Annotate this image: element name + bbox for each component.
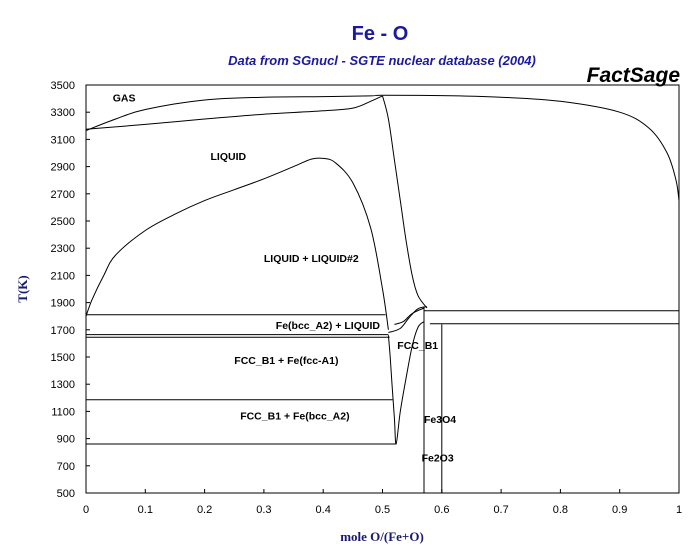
phase-boundary-7 bbox=[387, 321, 425, 445]
region-label: LIQUID bbox=[211, 151, 247, 163]
region-label: FCC_B1 + Fe(bcc_A2) bbox=[240, 411, 349, 423]
x-tick-label: 0.4 bbox=[316, 504, 331, 516]
chart-title: Fe - O bbox=[352, 23, 409, 45]
x-tick-label: 0.3 bbox=[256, 504, 271, 516]
axis-ticks: 0 0.1 0.2 0.3 0.4 0.5 0.6 0.7 0.8 0.9 150070090011… bbox=[51, 80, 683, 516]
x-tick-label: 0 bbox=[83, 504, 89, 516]
chart-subtitle: Data from SGnucl - SGTE nuclear database… bbox=[228, 53, 536, 68]
y-tick-label: 2300 bbox=[51, 243, 75, 255]
y-tick-label: 3300 bbox=[51, 107, 75, 119]
x-tick-label: 0.7 bbox=[493, 504, 508, 516]
y-tick-label: 3500 bbox=[51, 80, 75, 92]
phase-boundary-5 bbox=[388, 306, 428, 333]
y-tick-label: 1100 bbox=[51, 406, 75, 418]
y-tick-label: 1300 bbox=[51, 379, 75, 391]
y-tick-label: 2500 bbox=[51, 216, 75, 228]
region-label: Fe2O3 bbox=[422, 453, 454, 465]
region-label: FCC_B1 + Fe(fcc-A1) bbox=[234, 355, 338, 367]
x-tick-label: 1 bbox=[676, 504, 682, 516]
y-axis-title: T(K) bbox=[15, 275, 30, 302]
region-label: FCC_B1 bbox=[397, 340, 438, 352]
y-tick-label: 2700 bbox=[51, 189, 75, 201]
y-tick-label: 2100 bbox=[51, 270, 75, 282]
x-tick-label: 0.5 bbox=[375, 504, 390, 516]
y-tick-label: 1700 bbox=[51, 325, 75, 337]
y-tick-label: 1900 bbox=[51, 298, 75, 310]
region-label: GAS bbox=[113, 92, 136, 104]
phase-boundary-3 bbox=[382, 95, 428, 309]
x-tick-label: 0.9 bbox=[612, 504, 627, 516]
y-tick-label: 900 bbox=[57, 434, 75, 446]
phase-boundary-4 bbox=[85, 157, 389, 330]
factsage-brand: FactSage bbox=[587, 64, 681, 87]
phase-boundary-1 bbox=[85, 95, 383, 130]
plot-frame bbox=[85, 84, 680, 494]
region-label: LIQUID + LIQUID#2 bbox=[264, 253, 359, 265]
x-tick-label: 0.6 bbox=[434, 504, 449, 516]
y-tick-label: 2900 bbox=[51, 162, 75, 174]
y-tick-label: 3100 bbox=[51, 134, 75, 146]
x-axis-title: mole O/(Fe+O) bbox=[340, 529, 424, 544]
region-labels: GAS LIQUID LIQUID + LIQUID#2 Fe(bcc_A2) + L… bbox=[113, 92, 457, 464]
phase-boundaries bbox=[85, 94, 680, 493]
y-tick-label: 1500 bbox=[51, 352, 75, 364]
x-tick-label: 0.8 bbox=[553, 504, 568, 516]
x-tick-label: 0.2 bbox=[197, 504, 212, 516]
region-label: Fe3O4 bbox=[424, 414, 456, 426]
x-tick-label: 0.1 bbox=[138, 504, 153, 516]
region-label: Fe(bcc_A2) + LIQUID bbox=[276, 320, 381, 332]
phase-boundary-2 bbox=[85, 94, 680, 201]
y-tick-label: 700 bbox=[57, 461, 75, 473]
phase-boundary-6 bbox=[394, 307, 425, 325]
y-tick-label: 500 bbox=[57, 488, 75, 500]
